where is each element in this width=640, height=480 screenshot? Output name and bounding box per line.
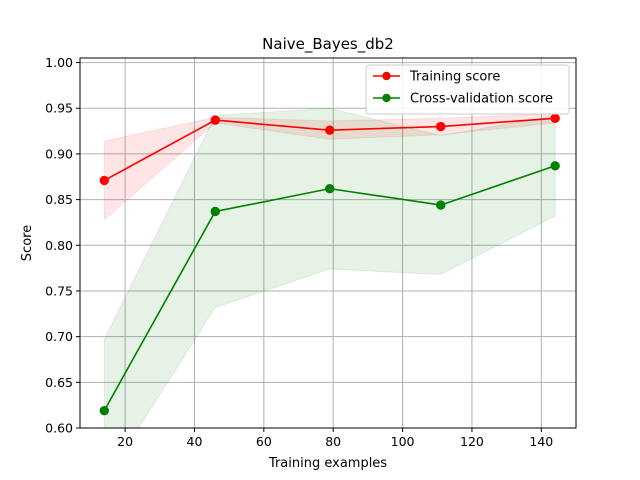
legend: Training score Cross-validation score xyxy=(365,64,570,115)
y-axis-label: Score xyxy=(20,225,35,261)
y-tick-label: 1.00 xyxy=(45,55,73,70)
x-tick-label: 20 xyxy=(117,434,133,449)
point-series-1 xyxy=(325,183,335,194)
axis-ticks: 20 40 60 80 100 120 140 0.60 0.65 0.70 0.75 0.80 0.8… xyxy=(45,55,553,449)
point-series-0 xyxy=(325,125,335,135)
x-tick-label: 120 xyxy=(460,434,484,449)
x-tick-label: 60 xyxy=(256,434,272,449)
y-tick-label: 0.70 xyxy=(45,329,73,344)
x-axis-label: Training examples xyxy=(268,456,387,471)
point-series-1 xyxy=(436,200,446,210)
confidence-bands xyxy=(103,107,556,428)
point-series-0 xyxy=(210,115,220,125)
chart-title: Naive_Bayes_db2 xyxy=(262,35,394,54)
point-series-1 xyxy=(550,161,560,171)
y-tick-label: 0.90 xyxy=(45,146,73,161)
y-tick-label: 0.65 xyxy=(45,375,73,390)
legend-marker-0 xyxy=(382,71,391,81)
legend-label-1: Cross-validation score xyxy=(410,92,553,107)
y-tick-label: 0.80 xyxy=(45,238,73,253)
legend-box xyxy=(365,64,570,115)
x-tick-label: 140 xyxy=(529,434,553,449)
y-tick-label: 0.95 xyxy=(45,101,73,116)
y-tick-label: 0.60 xyxy=(45,421,73,436)
grid xyxy=(80,58,576,429)
y-tick-label: 0.75 xyxy=(45,283,73,298)
y-tick-label: 0.85 xyxy=(45,192,73,207)
series-lines xyxy=(99,113,560,416)
point-series-0 xyxy=(550,113,560,123)
point-series-1 xyxy=(210,206,220,217)
legend-label-0: Training score xyxy=(409,70,500,85)
x-tick-label: 80 xyxy=(325,434,341,449)
band-series-1 xyxy=(103,107,556,428)
plot-frame xyxy=(79,57,577,429)
point-series-0 xyxy=(436,121,446,132)
legend-marker-1 xyxy=(382,93,391,103)
x-tick-label: 40 xyxy=(187,434,203,449)
point-series-1 xyxy=(99,405,109,416)
x-tick-label: 100 xyxy=(391,434,415,449)
point-series-0 xyxy=(99,175,109,186)
